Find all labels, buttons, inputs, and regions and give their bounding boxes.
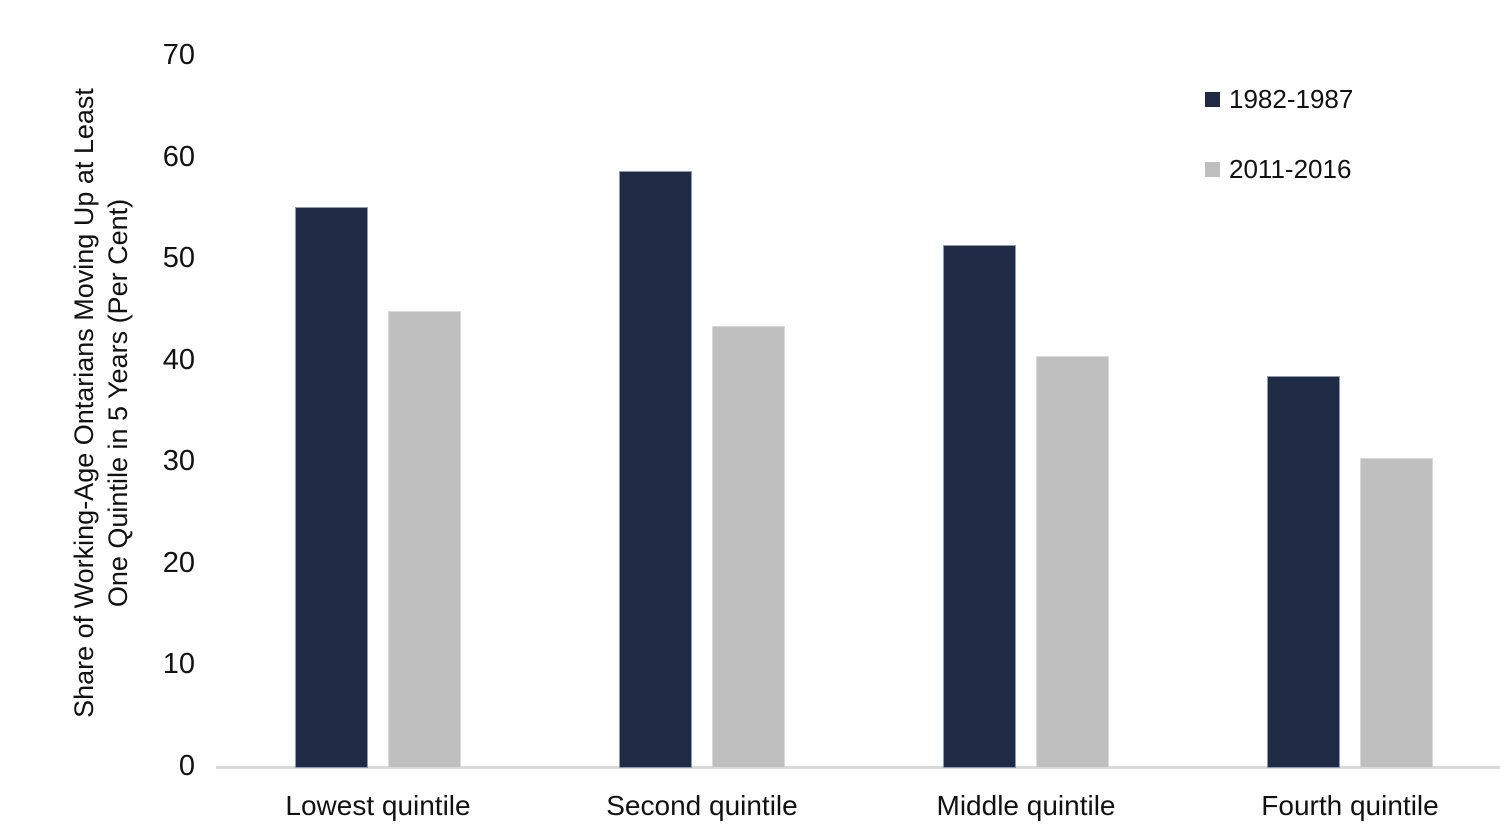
x-axis-label-second-quintile: Second quintile (606, 790, 798, 821)
legend: 1982-1987 2011-2016 (1205, 84, 1353, 224)
y-tick-label-40: 40 (162, 343, 195, 376)
y-tick-label-70: 70 (162, 39, 195, 72)
bar-2011-2016-second-quintile (712, 326, 785, 768)
legend-swatch-1982-1987 (1205, 91, 1220, 107)
x-axis-label-lowest-quintile: Lowest quintile (285, 790, 471, 821)
plot-area (216, 57, 1500, 768)
y-tick-label-30: 30 (162, 445, 195, 478)
bar-1982-1987-second-quintile (619, 170, 692, 768)
y-tick-label-0: 0 (178, 750, 195, 783)
legend-label-1982-1987: 1982-1987 (1229, 83, 1354, 114)
legend-swatch-2011-2016 (1205, 161, 1220, 177)
bar-1982-1987-lowest-quintile (295, 207, 368, 768)
y-axis-title-line2: One Quintile in 5 Years (Per Cent) (103, 198, 133, 608)
y-tick-label-10: 10 (162, 648, 195, 681)
y-tick-label-20: 20 (162, 547, 195, 580)
legend-item-1982-1987: 1982-1987 (1205, 84, 1353, 114)
legend-item-2011-2016: 2011-2016 (1205, 154, 1353, 184)
x-axis-label-middle-quintile: Middle quintile (936, 790, 1116, 821)
y-tick-label-60: 60 (162, 140, 195, 173)
bar-2011-2016-middle-quintile (1036, 355, 1109, 768)
bar-1982-1987-fourth-quintile (1267, 375, 1340, 768)
bar-2011-2016-fourth-quintile (1360, 458, 1433, 768)
x-axis-label-fourth-quintile: Fourth quintile (1261, 790, 1439, 821)
y-axis-title: Share of Working-Age Ontarians Moving Up… (67, 88, 135, 718)
bar-2011-2016-lowest-quintile (388, 310, 461, 768)
x-axis-line (216, 766, 1500, 769)
legend-label-2011-2016: 2011-2016 (1229, 153, 1352, 184)
bar-1982-1987-middle-quintile (943, 244, 1016, 768)
y-tick-label-50: 50 (162, 242, 195, 275)
y-axis-title-line1: Share of Working-Age Ontarians Moving Up… (69, 88, 99, 718)
